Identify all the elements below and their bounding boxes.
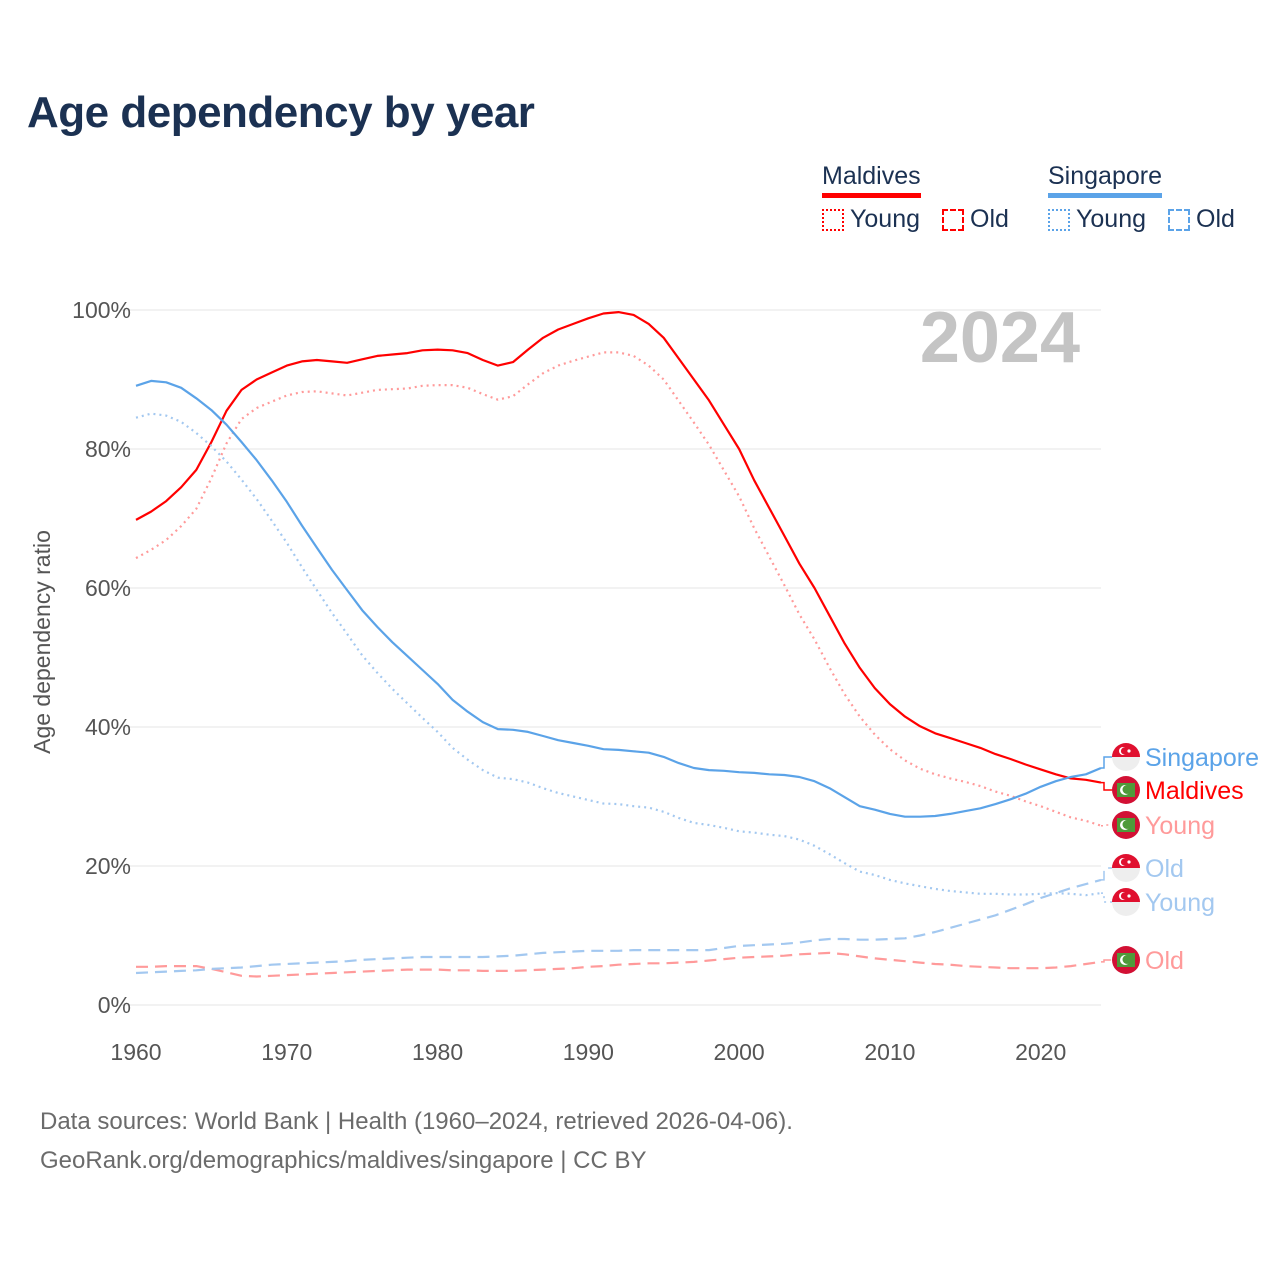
y-tick-label: 100% (72, 297, 131, 323)
series-line-singapore-old[interactable] (135, 878, 1102, 975)
series-line-maldives[interactable] (135, 311, 1102, 784)
y-tick-label: 60% (85, 575, 131, 601)
dashed-swatch-icon (1168, 208, 1190, 231)
series-end-label: Maldives (1145, 777, 1244, 805)
legend-singapore[interactable]: Singapore (1048, 162, 1162, 198)
series-line-maldives-old[interactable] (136, 951, 1102, 978)
x-tick-label: 2010 (864, 1039, 915, 1065)
dotted-swatch-icon (822, 208, 844, 231)
singapore-flag-icon (1112, 888, 1140, 916)
legend-singapore-young[interactable]: Young (1048, 205, 1146, 234)
footer-link[interactable]: GeoRank.org/demographics/maldives/singap… (40, 1147, 647, 1174)
series-end-label: Old (1145, 855, 1184, 883)
footer-sources: Data sources: World Bank | Health (1960–… (40, 1108, 793, 1135)
y-tick-label: 80% (85, 436, 131, 462)
series-end-label: Young (1145, 889, 1215, 917)
legend-label: Old (970, 205, 1009, 233)
year-label: 2024 (920, 298, 1080, 378)
label-connector (1101, 959, 1112, 963)
legend-maldives-young[interactable]: Young (822, 205, 920, 234)
maldives-flag-icon (1112, 811, 1140, 839)
label-connector (1101, 781, 1112, 791)
dotted-swatch-icon (1048, 208, 1070, 231)
singapore-flag-icon (1112, 854, 1140, 882)
series-line-maldives-young[interactable] (135, 351, 1102, 827)
series-end-label: Singapore (1145, 744, 1259, 772)
maldives-flag-icon (1112, 776, 1140, 804)
x-tick-label: 1990 (563, 1039, 614, 1065)
legend-singapore-old[interactable]: Old (1168, 205, 1235, 234)
y-axis-label: Age dependency ratio (29, 530, 55, 754)
y-tick-label: 20% (85, 853, 131, 879)
label-connector (1101, 867, 1112, 881)
legend-label: Old (1196, 205, 1235, 233)
x-tick-label: 1960 (110, 1039, 161, 1065)
x-tick-label: 1970 (261, 1039, 312, 1065)
label-connector (1101, 824, 1112, 827)
series-line-singapore-young[interactable] (135, 412, 1102, 897)
series-end-label: Young (1145, 812, 1215, 840)
legend-label: Young (1076, 205, 1146, 233)
y-tick-label: 0% (98, 992, 131, 1018)
legend-maldives-old[interactable]: Old (942, 205, 1009, 234)
maldives-flag-icon (1112, 946, 1140, 974)
chart-title: Age dependency by year (27, 88, 535, 137)
y-tick-label: 40% (85, 714, 131, 740)
x-tick-label: 2020 (1015, 1039, 1066, 1065)
dashed-swatch-icon (942, 208, 964, 231)
singapore-flag-icon (1112, 743, 1140, 771)
legend-maldives[interactable]: Maldives (822, 162, 921, 198)
label-connector (1101, 892, 1112, 903)
series-line-singapore[interactable] (135, 379, 1102, 818)
legend-label: Young (850, 205, 920, 233)
x-tick-label: 2000 (714, 1039, 765, 1065)
x-tick-label: 1980 (412, 1039, 463, 1065)
series-end-label: Old (1145, 947, 1184, 975)
label-connector (1101, 756, 1112, 769)
